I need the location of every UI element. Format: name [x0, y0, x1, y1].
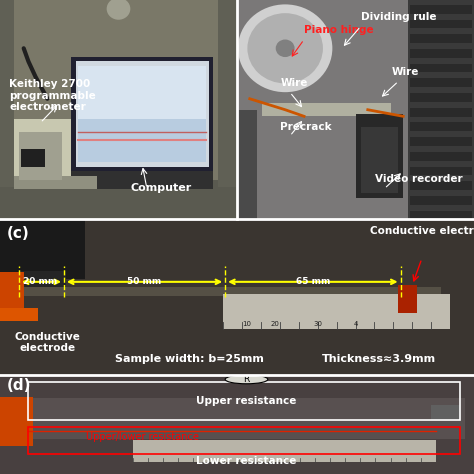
Text: Upper resistance: Upper resistance [196, 396, 297, 406]
Circle shape [247, 13, 323, 83]
Bar [78, 66, 206, 118]
Text: 4: 4 [353, 320, 358, 327]
Text: 30: 30 [313, 320, 322, 327]
Bar [410, 152, 472, 161]
Text: Wire: Wire [392, 67, 419, 77]
Bar [223, 294, 450, 328]
Bar [410, 196, 472, 205]
Bar [356, 114, 403, 198]
Text: Lower resistance: Lower resistance [196, 456, 297, 466]
Bar [0, 309, 38, 321]
Text: (c): (c) [7, 226, 30, 241]
Bar [410, 137, 472, 146]
Bar [361, 128, 399, 193]
Bar [410, 210, 472, 219]
Text: Dividing rule: Dividing rule [361, 12, 436, 22]
Text: 65 mm: 65 mm [296, 277, 330, 286]
Bar [14, 286, 441, 296]
Bar [398, 285, 417, 313]
Bar [28, 398, 465, 439]
Bar [76, 62, 209, 167]
Bar [0, 0, 14, 187]
Bar [133, 440, 436, 462]
Bar [410, 108, 472, 117]
Text: 50 mm: 50 mm [128, 277, 162, 286]
Bar [14, 175, 97, 189]
Bar [410, 181, 472, 190]
Text: Precrack: Precrack [281, 122, 332, 132]
Bar [19, 271, 66, 290]
Text: Wire: Wire [281, 78, 308, 88]
Text: Piano hinge: Piano hinge [304, 25, 374, 35]
Text: 10: 10 [242, 320, 251, 327]
Text: Keithley 2700
programmable
electrometer: Keithley 2700 programmable electrometer [9, 79, 96, 112]
Bar [408, 0, 474, 219]
Bar [238, 110, 257, 219]
Bar [21, 149, 45, 167]
Bar [19, 132, 62, 180]
Bar [410, 78, 472, 87]
Bar [78, 118, 206, 163]
Bar [14, 118, 97, 189]
Text: 20 mm: 20 mm [23, 277, 57, 286]
Circle shape [225, 375, 268, 384]
Bar [0, 219, 85, 279]
Text: (d): (d) [7, 378, 32, 393]
Text: R: R [243, 375, 250, 384]
Text: Video recorder: Video recorder [375, 174, 463, 184]
Text: Thickness≈3.9mm: Thickness≈3.9mm [322, 355, 436, 365]
Bar [410, 19, 472, 28]
Bar [410, 49, 472, 58]
Bar [28, 383, 460, 420]
Text: 20: 20 [271, 320, 279, 327]
Bar [0, 397, 33, 447]
Bar [218, 0, 237, 187]
Bar [0, 273, 24, 316]
Text: Conductive electrode: Conductive electrode [370, 226, 474, 236]
Bar [410, 64, 472, 73]
Bar [410, 122, 472, 131]
Bar [410, 166, 472, 175]
Circle shape [107, 0, 130, 20]
Bar [410, 93, 472, 102]
Circle shape [238, 4, 332, 92]
Bar [71, 171, 213, 189]
Bar [0, 180, 237, 219]
Bar [431, 405, 460, 420]
Circle shape [276, 39, 295, 57]
Text: Sample width: b=25mm: Sample width: b=25mm [115, 355, 264, 365]
Bar [262, 103, 392, 116]
Text: Computer: Computer [130, 183, 192, 193]
Text: Conductive
electrode: Conductive electrode [15, 332, 80, 353]
Bar [410, 5, 472, 14]
Text: Upper/lower resistance: Upper/lower resistance [86, 431, 199, 442]
Bar [28, 427, 460, 454]
Bar [71, 57, 213, 171]
Bar [410, 34, 472, 43]
